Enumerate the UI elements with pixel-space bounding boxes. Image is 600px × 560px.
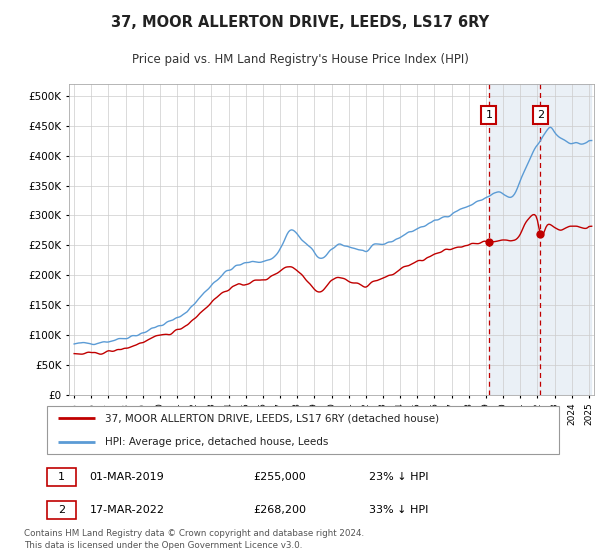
Text: 01-MAR-2019: 01-MAR-2019	[89, 473, 164, 482]
Bar	[489, 84, 590, 395]
Text: 33% ↓ HPI: 33% ↓ HPI	[370, 505, 429, 515]
Text: 1: 1	[58, 473, 65, 482]
Text: 37, MOOR ALLERTON DRIVE, LEEDS, LS17 6RY: 37, MOOR ALLERTON DRIVE, LEEDS, LS17 6RY	[111, 15, 489, 30]
FancyBboxPatch shape	[47, 501, 76, 519]
FancyBboxPatch shape	[47, 469, 76, 486]
Text: 17-MAR-2022: 17-MAR-2022	[89, 505, 164, 515]
Text: 2: 2	[58, 505, 65, 515]
Text: £255,000: £255,000	[253, 473, 306, 482]
Text: £268,200: £268,200	[253, 505, 306, 515]
Text: HPI: Average price, detached house, Leeds: HPI: Average price, detached house, Leed…	[106, 436, 329, 446]
FancyBboxPatch shape	[47, 406, 559, 454]
Text: 37, MOOR ALLERTON DRIVE, LEEDS, LS17 6RY (detached house): 37, MOOR ALLERTON DRIVE, LEEDS, LS17 6RY…	[106, 413, 439, 423]
Text: 1: 1	[485, 110, 493, 120]
Text: 2: 2	[537, 110, 544, 120]
Text: 23% ↓ HPI: 23% ↓ HPI	[370, 473, 429, 482]
Text: Price paid vs. HM Land Registry's House Price Index (HPI): Price paid vs. HM Land Registry's House …	[131, 53, 469, 66]
Text: Contains HM Land Registry data © Crown copyright and database right 2024.
This d: Contains HM Land Registry data © Crown c…	[24, 529, 364, 550]
